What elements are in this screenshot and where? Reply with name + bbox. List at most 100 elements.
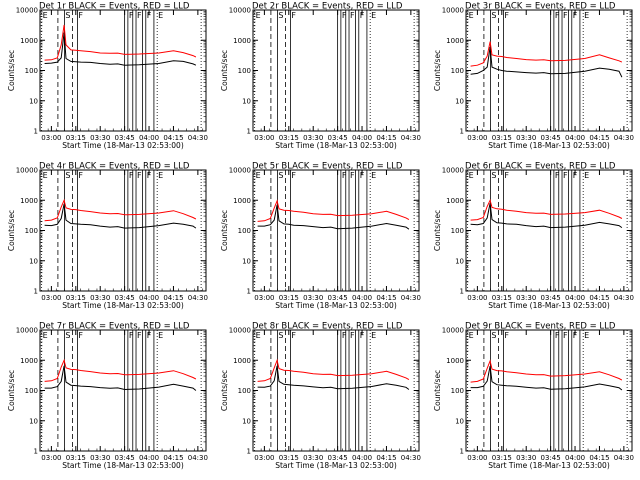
x-tick-label: 03:30 bbox=[303, 454, 323, 462]
y-axis-label: Counts/sec bbox=[7, 50, 16, 91]
y-tick-label: 10000 bbox=[16, 327, 38, 335]
x-tick-label: 04:00 bbox=[352, 454, 372, 462]
x-tick-label: 04:00 bbox=[565, 294, 585, 302]
series-lld bbox=[470, 41, 623, 67]
marker-label: E bbox=[158, 171, 163, 180]
x-tick-label: 03:15 bbox=[279, 294, 299, 302]
marker-label: F bbox=[129, 331, 134, 340]
marker-label: F bbox=[342, 11, 347, 20]
series-lld bbox=[257, 358, 410, 382]
y-tick-label: 1 bbox=[247, 448, 251, 456]
marker-label: S bbox=[65, 331, 70, 340]
series-events bbox=[257, 204, 410, 230]
marker-label: F bbox=[147, 11, 152, 20]
series-lld bbox=[470, 198, 623, 221]
marker-label: E bbox=[469, 331, 474, 340]
x-tick-label: 04:30 bbox=[188, 454, 208, 462]
marker-label: S bbox=[278, 171, 283, 180]
marker-label: F bbox=[360, 171, 365, 180]
y-tick-label: 10000 bbox=[442, 327, 464, 335]
series-events bbox=[257, 365, 410, 390]
marker-label: F bbox=[137, 11, 142, 20]
x-tick-label: 03:15 bbox=[279, 454, 299, 462]
x-tick-label: 03:15 bbox=[279, 134, 299, 142]
y-tick-label: 1 bbox=[460, 448, 464, 456]
x-tick-label: 03:15 bbox=[66, 134, 86, 142]
marker-label: S bbox=[491, 11, 496, 20]
marker-label: E bbox=[158, 11, 163, 20]
marker-label: F bbox=[360, 331, 365, 340]
x-tick-label: 04:30 bbox=[188, 294, 208, 302]
marker-label: F bbox=[563, 171, 568, 180]
x-tick-label: 03:15 bbox=[66, 454, 86, 462]
marker-label: F bbox=[147, 331, 152, 340]
y-tick-label: 1 bbox=[34, 128, 38, 136]
marker-label: F bbox=[137, 331, 142, 340]
x-tick-label: 03:30 bbox=[303, 134, 323, 142]
plot-frame bbox=[252, 329, 420, 452]
y-tick-label: 10000 bbox=[16, 7, 38, 15]
marker-label: E bbox=[158, 331, 163, 340]
marker-label: S bbox=[278, 331, 283, 340]
y-tick-label: 10000 bbox=[229, 7, 251, 15]
plot-frame bbox=[465, 169, 633, 292]
plot-frame bbox=[465, 9, 633, 132]
y-tick-label: 100 bbox=[238, 227, 251, 235]
panel-title: Det 8r BLACK = Events, RED = LLD bbox=[252, 322, 403, 332]
marker-label: F bbox=[555, 11, 560, 20]
plot-frame bbox=[39, 329, 207, 452]
y-tick-label: 1000 bbox=[233, 357, 251, 365]
x-tick-label: 03:45 bbox=[328, 294, 348, 302]
y-axis-label: Counts/sec bbox=[220, 210, 229, 251]
x-tick-label: 04:15 bbox=[589, 294, 609, 302]
marker-label: E bbox=[256, 331, 261, 340]
series-events bbox=[470, 366, 623, 391]
marker-label: S bbox=[491, 331, 496, 340]
marker-label: E bbox=[469, 171, 474, 180]
marker-label: F bbox=[350, 171, 355, 180]
panel-title: Det 5r BLACK = Events, RED = LLD bbox=[252, 162, 403, 172]
marker-label: S bbox=[278, 11, 283, 20]
x-axis-label: Start Time (18-Mar-13 02:53:00) bbox=[488, 301, 610, 310]
series-events bbox=[44, 32, 197, 66]
marker-label: E bbox=[43, 171, 48, 180]
x-tick-label: 03:45 bbox=[115, 454, 135, 462]
marker-label: F bbox=[360, 11, 365, 20]
marker-label: F bbox=[147, 171, 152, 180]
panel-title: Det 1r BLACK = Events, RED = LLD bbox=[39, 2, 190, 12]
x-tick-label: 03:00 bbox=[254, 294, 274, 302]
x-axis-label: Start Time (18-Mar-13 02:53:00) bbox=[488, 141, 610, 150]
panel-1: Det 1r BLACK = Events, RED = LLD 1 10 100 10… bbox=[7, 2, 208, 151]
x-tick-label: 04:00 bbox=[565, 134, 585, 142]
x-tick-label: 03:30 bbox=[90, 134, 110, 142]
x-tick-label: 04:30 bbox=[188, 134, 208, 142]
marker-label: F bbox=[342, 331, 347, 340]
y-tick-label: 100 bbox=[451, 387, 464, 395]
marker-label: F bbox=[129, 11, 134, 20]
y-tick-label: 100 bbox=[451, 227, 464, 235]
y-tick-label: 1000 bbox=[446, 197, 464, 205]
series-lld bbox=[44, 358, 197, 382]
y-tick-label: 10 bbox=[29, 257, 38, 265]
x-tick-label: 03:45 bbox=[541, 134, 561, 142]
marker-label: F bbox=[563, 11, 568, 20]
x-tick-label: 04:30 bbox=[401, 454, 421, 462]
panel-9: Det 9r BLACK = Events, RED = LLD 1 10 100 10… bbox=[433, 322, 634, 471]
series-events bbox=[44, 203, 197, 229]
x-tick-label: 03:15 bbox=[492, 454, 512, 462]
x-tick-label: 03:30 bbox=[90, 294, 110, 302]
y-tick-label: 10 bbox=[242, 257, 251, 265]
marker-label: E bbox=[256, 171, 261, 180]
y-tick-label: 1000 bbox=[233, 197, 251, 205]
marker-label: F bbox=[291, 171, 296, 180]
marker-label: E bbox=[584, 331, 589, 340]
y-axis-label: Counts/sec bbox=[220, 50, 229, 91]
y-tick-label: 1000 bbox=[20, 357, 38, 365]
y-tick-label: 1 bbox=[460, 128, 464, 136]
series-lld bbox=[257, 199, 410, 222]
series-lld bbox=[44, 198, 197, 222]
y-axis-label: Counts/sec bbox=[220, 370, 229, 411]
y-tick-label: 10000 bbox=[16, 167, 38, 175]
marker-label: F bbox=[573, 171, 578, 180]
